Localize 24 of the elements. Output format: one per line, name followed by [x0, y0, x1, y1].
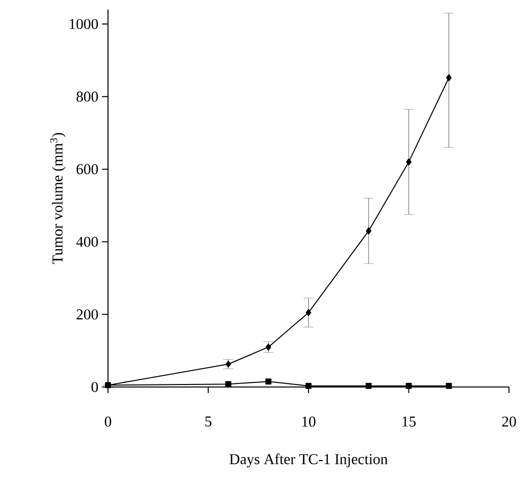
point: [366, 227, 372, 234]
x-tick-label: 20: [502, 416, 516, 427]
point: [226, 360, 232, 368]
point: [406, 382, 412, 389]
y-tick-label: 600: [76, 164, 98, 174]
x-tick-label: 15: [402, 416, 416, 427]
point: [366, 382, 372, 389]
y-tick-label: 400: [76, 236, 98, 247]
point: [446, 74, 452, 82]
x-tick-label: 5: [205, 416, 212, 426]
x-tick-label: 10: [302, 416, 316, 427]
point: [265, 378, 272, 385]
y-tick-label: 800: [76, 92, 98, 102]
point: [266, 344, 272, 351]
x-axis-title: Days After TC-1 Injection: [230, 454, 388, 468]
y-tick-label: 200: [76, 309, 98, 320]
point: [406, 158, 412, 166]
y-tick-label: 1000: [70, 18, 98, 30]
point: [306, 382, 312, 389]
y-tick-label: 0: [92, 382, 98, 392]
point: [446, 382, 452, 389]
point: [306, 309, 312, 316]
x-tick-label: 0: [104, 416, 112, 427]
y-axis-title: Tumor volume (mm$^{3}$): [50, 132, 66, 264]
